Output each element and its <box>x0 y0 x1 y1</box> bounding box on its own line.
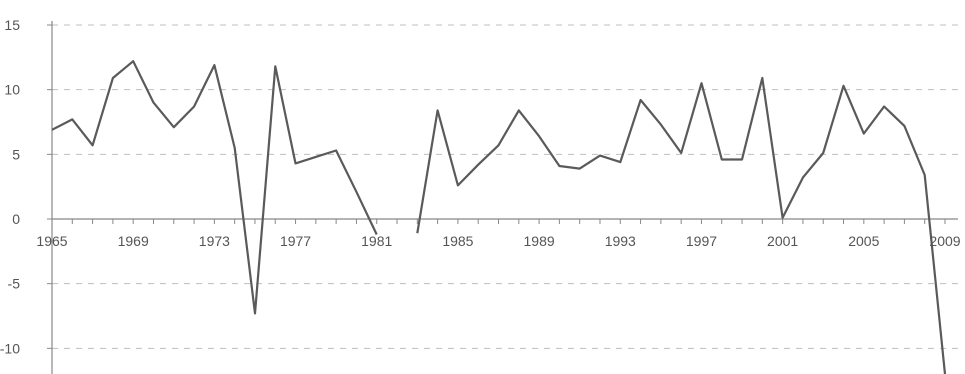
data-point <box>740 158 744 162</box>
gridlines <box>52 24 958 349</box>
data-point <box>212 63 216 67</box>
data-point <box>842 84 846 88</box>
data-point <box>598 154 602 158</box>
data-point <box>50 128 54 132</box>
data-point <box>415 231 419 235</box>
y-tick-label: 5 <box>12 146 20 162</box>
y-tick-label: -5 <box>8 276 21 292</box>
y-tick-label: -10 <box>0 340 20 356</box>
data-point <box>294 161 298 165</box>
data-point <box>91 143 95 147</box>
y-tick-label: 15 <box>4 17 20 33</box>
series-line-segment <box>51 60 378 315</box>
data-point <box>334 149 338 153</box>
data-point <box>781 216 785 220</box>
tick-labels: 15 10 5 0 -5 -10 1965 1969 1973 1977 1981 1985 1989 1… <box>0 17 961 356</box>
data-point <box>131 59 135 63</box>
x-tick-label: 1985 <box>442 233 473 249</box>
data-point <box>172 125 176 129</box>
y-tick-label: 10 <box>4 82 20 98</box>
data-point <box>253 311 257 315</box>
data-point <box>659 123 663 127</box>
x-tick-label: 1973 <box>199 233 230 249</box>
data-point <box>436 108 440 112</box>
data-point <box>537 134 541 138</box>
x-tick-label: 1981 <box>361 233 392 249</box>
data-point <box>111 76 115 80</box>
x-tick-label: 1965 <box>36 233 67 249</box>
x-tick-label: 2005 <box>848 233 879 249</box>
data-point <box>70 117 74 121</box>
data-point <box>618 160 622 164</box>
data-point <box>760 76 764 80</box>
x-tick-label: 1993 <box>605 233 636 249</box>
y-tick-label: 0 <box>12 211 20 227</box>
data-point <box>497 143 501 147</box>
data-point <box>354 190 358 194</box>
data-point <box>557 164 561 168</box>
data-point <box>700 81 704 85</box>
data-point <box>456 183 460 187</box>
x-tick-label: 1977 <box>280 233 311 249</box>
data-point <box>679 151 683 155</box>
data-point <box>639 98 643 102</box>
data-point <box>720 158 724 162</box>
series-layer <box>50 59 947 374</box>
data-point <box>862 132 866 136</box>
series-line-segment <box>416 76 947 374</box>
data-point <box>882 105 886 109</box>
data-point <box>902 124 906 128</box>
data-point <box>314 155 318 159</box>
x-tick-label: 2009 <box>929 233 960 249</box>
x-tick-label: 2001 <box>767 233 798 249</box>
data-point <box>578 167 582 171</box>
x-tick-label: 1997 <box>686 233 717 249</box>
data-point <box>476 163 480 167</box>
data-point <box>233 146 237 150</box>
data-point <box>192 105 196 109</box>
data-point <box>923 173 927 177</box>
x-tick-label: 1989 <box>524 233 555 249</box>
data-point <box>273 64 277 68</box>
data-point <box>517 108 521 112</box>
data-point <box>152 101 156 105</box>
axes <box>47 21 958 374</box>
data-point <box>821 151 825 155</box>
data-point <box>801 176 805 180</box>
x-tick-label: 1969 <box>118 233 149 249</box>
